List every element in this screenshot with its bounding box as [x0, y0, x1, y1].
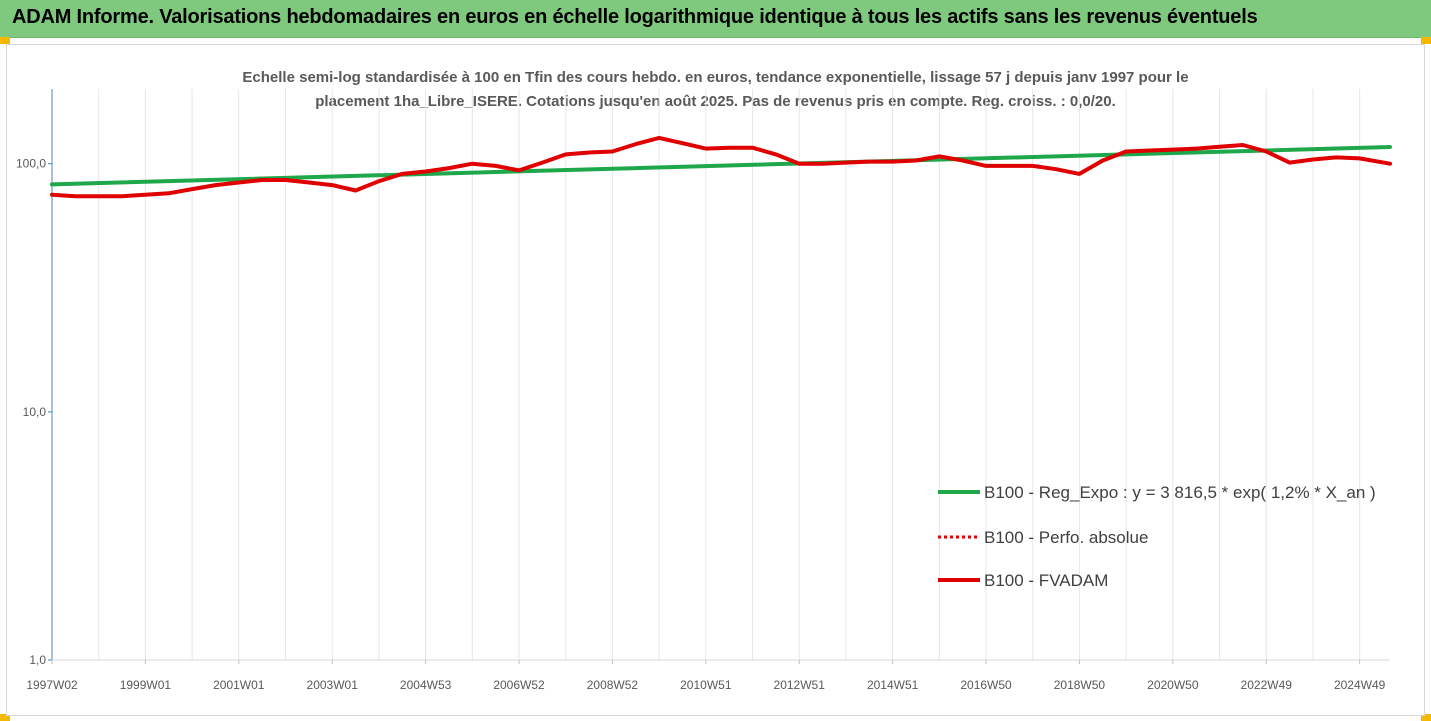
x-tick-label: 2020W50 [1147, 678, 1199, 692]
legend-label-2: B100 - Perfo. absolue [984, 528, 1148, 547]
y-tick-label: 1,0 [29, 653, 46, 667]
x-tick-label: 2008W52 [587, 678, 639, 692]
corner-marker [0, 714, 10, 721]
x-tick-label: 2016W50 [960, 678, 1012, 692]
x-tick-label: 1997W02 [26, 678, 78, 692]
x-tick-label: 2006W52 [493, 678, 545, 692]
tick-labels: 1,0 10,0 100,0 1997W02 1999W01 2001W01 2003W01… [16, 157, 1386, 692]
chart-title-line-2: placement 1ha_Libre_ISERE. Cotations jus… [315, 93, 1116, 110]
gridlines [51, 89, 1361, 660]
page-title: ADAM Informe. Valorisations hebdomadaire… [12, 6, 1258, 28]
x-tick-label: 2004W53 [400, 678, 452, 692]
x-tick-label: 2022W49 [1241, 678, 1293, 692]
corner-marker [0, 37, 10, 44]
chart-title-line-1: Echelle semi-log standardisée à 100 en T… [242, 69, 1189, 86]
x-tick-label: 2010W51 [680, 678, 732, 692]
x-tick-label: 1999W01 [120, 678, 172, 692]
title-bar: ADAM Informe. Valorisations hebdomadaire… [0, 0, 1431, 38]
x-tick-label: 2024W49 [1334, 678, 1386, 692]
corner-marker [1421, 37, 1431, 44]
axes [48, 89, 1390, 664]
x-tick-label: 2014W51 [867, 678, 919, 692]
legend-label-3: B100 - FVADAM [984, 571, 1108, 590]
y-tick-label: 100,0 [16, 157, 46, 171]
series-lines [50, 135, 1392, 199]
legend: B100 - Reg_Expo : y = 3 816,5 * exp( 1,2… [938, 483, 1376, 590]
x-tick-label: 2003W01 [307, 678, 359, 692]
x-tick-label: 2018W50 [1054, 678, 1106, 692]
x-tick-label: 2001W01 [213, 678, 265, 692]
chart-frame [6, 44, 1425, 716]
y-tick-label: 10,0 [23, 405, 47, 419]
series-line-3 [50, 135, 1392, 199]
series-line-1 [50, 145, 1392, 187]
legend-label-1: B100 - Reg_Expo : y = 3 816,5 * exp( 1,2… [984, 483, 1376, 502]
x-tick-label: 2012W51 [774, 678, 826, 692]
chart-title: Echelle semi-log standardisée à 100 en T… [0, 66, 1431, 114]
corner-marker [1421, 714, 1431, 721]
